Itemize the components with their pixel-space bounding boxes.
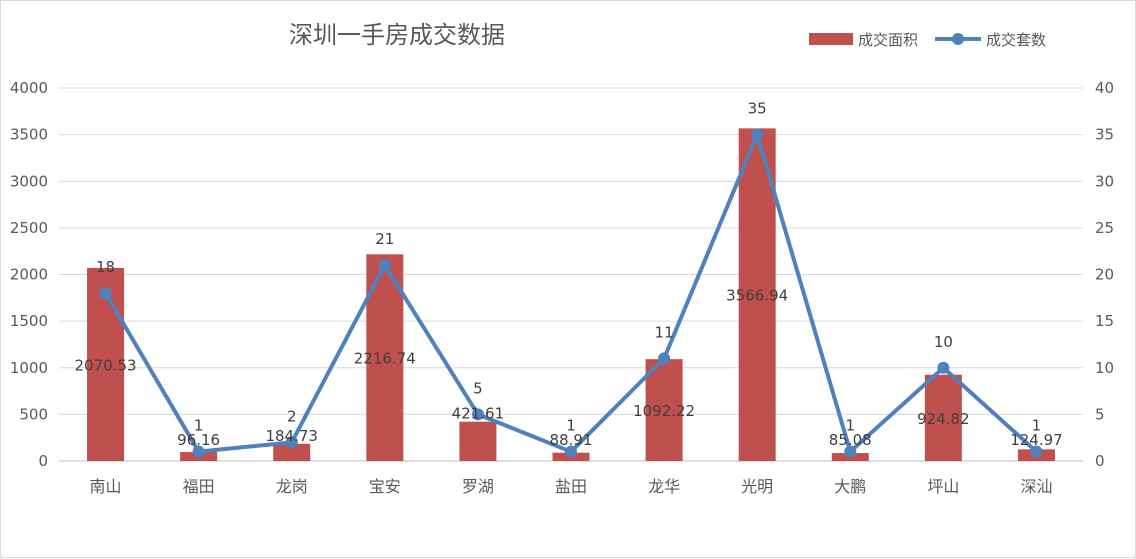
bar: [645, 359, 683, 461]
bar: [459, 421, 497, 461]
bar: [738, 128, 776, 461]
bar-series: [87, 128, 1055, 461]
line-point: [844, 445, 857, 458]
y-right-tick-label: 20: [1095, 266, 1114, 284]
x-tick-label: 光明: [741, 477, 773, 496]
y-left-tick-label: 3500: [10, 126, 48, 144]
line-data-label: 2: [287, 407, 297, 425]
line-data-label: 35: [748, 100, 767, 118]
bar-data-label: 924.82: [917, 410, 970, 428]
line-data-label: 1: [566, 417, 576, 435]
bar-data-label: 3566.94: [726, 287, 788, 305]
y-left-tick-label: 2000: [10, 266, 48, 284]
legend-bar-swatch: [809, 33, 853, 45]
line-data-label: 10: [934, 333, 953, 351]
y-axis-left: 0 500 1000 1500 2000 2500 3000 3500 4000: [10, 79, 48, 470]
y-right-tick-label: 5: [1095, 405, 1105, 423]
bar-data-label: 96.16: [177, 431, 220, 449]
line-point: [1030, 445, 1043, 458]
y-left-tick-label: 2500: [10, 219, 48, 237]
x-axis-categories: 南山 福田 龙岗 宝安 罗湖 盐田 龙华 光明 大鹏 坪山 深汕: [90, 477, 1053, 496]
y-right-tick-label: 25: [1095, 219, 1114, 237]
bar-data-label: 88.91: [550, 431, 593, 449]
line-data-label: 18: [96, 258, 115, 276]
line-data-label: 1: [1032, 417, 1042, 435]
y-left-tick-label: 0: [38, 452, 48, 470]
y-left-tick-label: 1000: [10, 359, 48, 377]
bar: [924, 374, 962, 461]
x-tick-label: 深汕: [1020, 477, 1052, 496]
bar-data-label: 85.08: [829, 431, 872, 449]
bar-data-label: 2070.53: [75, 356, 137, 374]
bar-data-label: 421.61: [452, 405, 505, 423]
line-data-label: 11: [655, 323, 674, 341]
y-right-tick-label: 10: [1095, 359, 1114, 377]
y-right-tick-label: 30: [1095, 172, 1114, 190]
x-tick-label: 大鹏: [834, 477, 866, 496]
line-point: [378, 259, 391, 272]
line-series: [99, 128, 1043, 458]
x-tick-label: 龙华: [648, 477, 680, 496]
line-point: [99, 287, 112, 300]
x-tick-label: 坪山: [927, 477, 959, 496]
x-tick-label: 宝安: [369, 477, 401, 496]
bar-data-label: 184.73: [265, 427, 318, 445]
bar-data-label: 124.97: [1010, 431, 1063, 449]
y-left-tick-label: 3000: [10, 172, 48, 190]
legend-line-label: 成交套数: [986, 31, 1046, 49]
y-right-tick-label: 0: [1095, 452, 1105, 470]
line-point: [471, 408, 484, 421]
line-point: [937, 361, 950, 374]
line-point: [751, 128, 764, 141]
y-right-tick-label: 40: [1095, 79, 1114, 97]
line-data-label: 21: [375, 230, 394, 248]
legend-line-marker: [952, 33, 964, 45]
line-data-label: 1: [194, 417, 204, 435]
chart-title: 深圳一手房成交数据: [289, 21, 505, 49]
line-point: [565, 445, 577, 458]
line-point: [192, 445, 205, 458]
bar-data-label: 1092.22: [633, 402, 695, 420]
y-axis-right: 0 5 10 15 20 25 30 35 40: [1095, 79, 1114, 470]
gridlines: [59, 87, 1083, 462]
y-right-tick-label: 35: [1095, 126, 1114, 144]
x-tick-label: 龙岗: [276, 477, 308, 496]
line-point: [285, 436, 298, 449]
bar: [273, 443, 311, 461]
y-left-tick-label: 1500: [10, 312, 48, 330]
line-data-label: 5: [473, 379, 483, 397]
legend-bar-label: 成交面积: [858, 31, 918, 49]
bar-data-label: 2216.74: [354, 350, 416, 368]
x-tick-label: 福田: [183, 477, 215, 496]
series-line: [103, 132, 1038, 454]
x-tick-label: 南山: [90, 477, 122, 496]
legend: 成交面积 成交套数: [809, 31, 1046, 49]
y-left-tick-label: 500: [19, 405, 48, 423]
x-tick-label: 盐田: [555, 477, 587, 496]
y-right-tick-label: 15: [1095, 312, 1114, 330]
line-point: [658, 352, 671, 365]
line-data-label: 1: [845, 417, 855, 435]
bar: [87, 267, 125, 461]
x-tick-label: 罗湖: [462, 477, 494, 496]
y-left-tick-label: 4000: [10, 79, 48, 97]
